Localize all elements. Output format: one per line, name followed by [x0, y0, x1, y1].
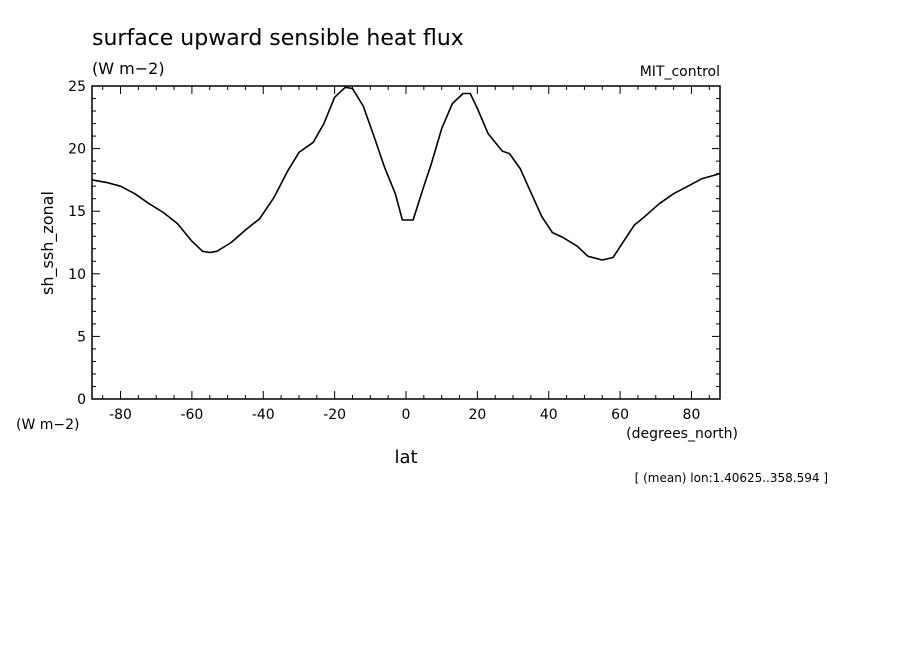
x-tick-label: -20 — [323, 407, 346, 423]
x-tick-label: 60 — [611, 407, 629, 423]
x-tick-label: -40 — [252, 407, 275, 423]
x-tick-label: 40 — [540, 407, 558, 423]
x-tick-label: 20 — [468, 407, 486, 423]
y-axis-label: sh_ssh_zonal — [38, 191, 58, 295]
tick-marks — [92, 85, 720, 400]
plot-frame — [91, 85, 721, 400]
y-tick-label: 15 — [68, 204, 86, 220]
y-tick-label: 20 — [68, 142, 86, 158]
x-axis-label: lat — [394, 447, 417, 468]
series-line — [91, 86, 721, 261]
x-tick-label: 80 — [683, 407, 701, 423]
chart-title: surface upward sensible heat flux — [92, 26, 464, 51]
x-tick-label: -60 — [180, 407, 203, 423]
y-tick-label: 0 — [77, 392, 86, 408]
tick-labels: -80 -60 -40 -20 0 20 40 60 80 0 5 10 15 20 25 — [68, 79, 700, 423]
x-axis-units: (degrees_north) — [626, 426, 738, 442]
y-tick-label: 25 — [68, 79, 86, 95]
y-axis-units: (W m−2) — [16, 417, 80, 433]
x-tick-label: 0 — [402, 407, 411, 423]
footnote: [ (mean) lon:1.40625..358.594 ] — [635, 471, 828, 485]
title-units: (W m−2) — [92, 59, 165, 78]
y-tick-label: 10 — [68, 267, 86, 283]
y-tick-label: 5 — [77, 329, 86, 345]
dataset-label: MIT_control — [640, 64, 720, 80]
x-tick-label: -80 — [109, 407, 132, 423]
